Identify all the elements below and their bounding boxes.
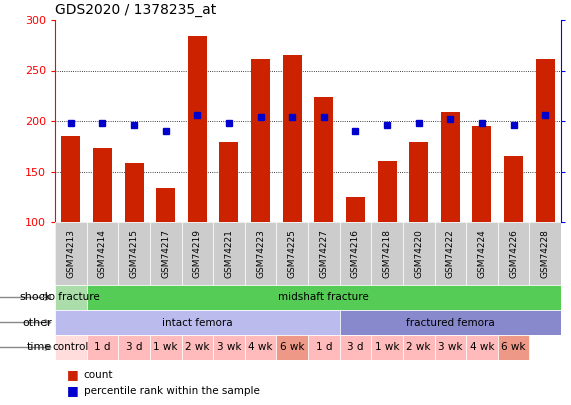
Bar (55, 222, 561, 285)
Text: 6 wk: 6 wk (280, 343, 304, 352)
Text: intact femora: intact femora (162, 318, 232, 328)
Text: shock: shock (20, 292, 52, 303)
Text: 4 wk: 4 wk (248, 343, 273, 352)
Text: GSM74220: GSM74220 (414, 229, 423, 278)
Bar (498, 222, 529, 285)
Bar (346, 197, 365, 222)
Text: ■: ■ (66, 384, 78, 397)
Bar (529, 222, 561, 285)
Text: ■: ■ (66, 368, 78, 381)
Bar (536, 60, 554, 222)
Text: control: control (53, 343, 89, 352)
Text: GSM74216: GSM74216 (351, 229, 360, 278)
Text: 2 wk: 2 wk (407, 343, 431, 352)
Text: GSM74217: GSM74217 (161, 229, 170, 278)
Text: GSM74223: GSM74223 (256, 229, 265, 278)
Text: GSM74224: GSM74224 (477, 229, 486, 278)
Text: GSM74228: GSM74228 (541, 229, 550, 278)
Bar (377, 162, 396, 222)
Text: GSM74227: GSM74227 (319, 229, 328, 278)
Bar (156, 188, 175, 222)
Bar (124, 164, 143, 222)
Bar (61, 136, 81, 222)
Text: GSM74213: GSM74213 (66, 229, 75, 278)
Bar (251, 60, 270, 222)
Bar (188, 36, 207, 222)
Bar (371, 335, 403, 360)
Bar (308, 335, 340, 360)
Bar (441, 112, 460, 222)
Bar (314, 97, 333, 222)
Text: GSM74225: GSM74225 (288, 229, 297, 278)
Bar (93, 148, 112, 222)
Text: GSM74219: GSM74219 (193, 229, 202, 278)
Text: 1 wk: 1 wk (154, 343, 178, 352)
Bar (466, 222, 498, 285)
Bar (283, 55, 301, 222)
Bar (276, 222, 308, 285)
Text: count: count (83, 370, 113, 379)
Bar (87, 222, 118, 285)
Bar (504, 156, 523, 222)
Text: percentile rank within the sample: percentile rank within the sample (83, 386, 259, 396)
Bar (118, 335, 150, 360)
Text: 3 d: 3 d (347, 343, 364, 352)
Bar (403, 335, 435, 360)
Bar (55, 222, 87, 285)
Bar (409, 142, 428, 222)
Bar (340, 222, 371, 285)
Bar (245, 335, 276, 360)
Text: GSM74221: GSM74221 (224, 229, 234, 278)
Bar (435, 335, 466, 360)
Text: 4 wk: 4 wk (470, 343, 494, 352)
Bar (466, 335, 498, 360)
Bar (213, 335, 245, 360)
Text: GDS2020 / 1378235_at: GDS2020 / 1378235_at (55, 3, 216, 17)
Bar (55, 285, 87, 310)
Bar (213, 222, 245, 285)
Bar (435, 222, 466, 285)
Bar (340, 335, 371, 360)
Text: GSM74222: GSM74222 (446, 229, 455, 278)
Text: 1 wk: 1 wk (375, 343, 399, 352)
Text: no fracture: no fracture (42, 292, 100, 303)
Bar (472, 126, 492, 222)
Text: GSM74215: GSM74215 (130, 229, 139, 278)
Bar (55, 310, 340, 335)
Text: fractured femora: fractured femora (406, 318, 494, 328)
Bar (118, 222, 150, 285)
Text: 6 wk: 6 wk (501, 343, 526, 352)
Bar (219, 142, 239, 222)
Bar (308, 222, 340, 285)
Bar (182, 335, 213, 360)
Bar (150, 222, 182, 285)
Text: GSM74218: GSM74218 (383, 229, 392, 278)
Bar (150, 335, 182, 360)
Text: time: time (27, 343, 52, 352)
Text: other: other (22, 318, 52, 328)
Text: 3 wk: 3 wk (438, 343, 463, 352)
Bar (87, 335, 118, 360)
Bar (498, 335, 529, 360)
Text: midshaft fracture: midshaft fracture (279, 292, 369, 303)
Text: GSM74214: GSM74214 (98, 229, 107, 278)
Text: 3 wk: 3 wk (216, 343, 241, 352)
Bar (245, 222, 276, 285)
Text: 1 d: 1 d (316, 343, 332, 352)
Text: 2 wk: 2 wk (185, 343, 210, 352)
Text: 1 d: 1 d (94, 343, 111, 352)
Bar (371, 222, 403, 285)
Text: GSM74226: GSM74226 (509, 229, 518, 278)
Bar (182, 222, 213, 285)
Bar (340, 310, 561, 335)
Text: 3 d: 3 d (126, 343, 142, 352)
Bar (276, 335, 308, 360)
Bar (403, 222, 435, 285)
Bar (55, 335, 87, 360)
